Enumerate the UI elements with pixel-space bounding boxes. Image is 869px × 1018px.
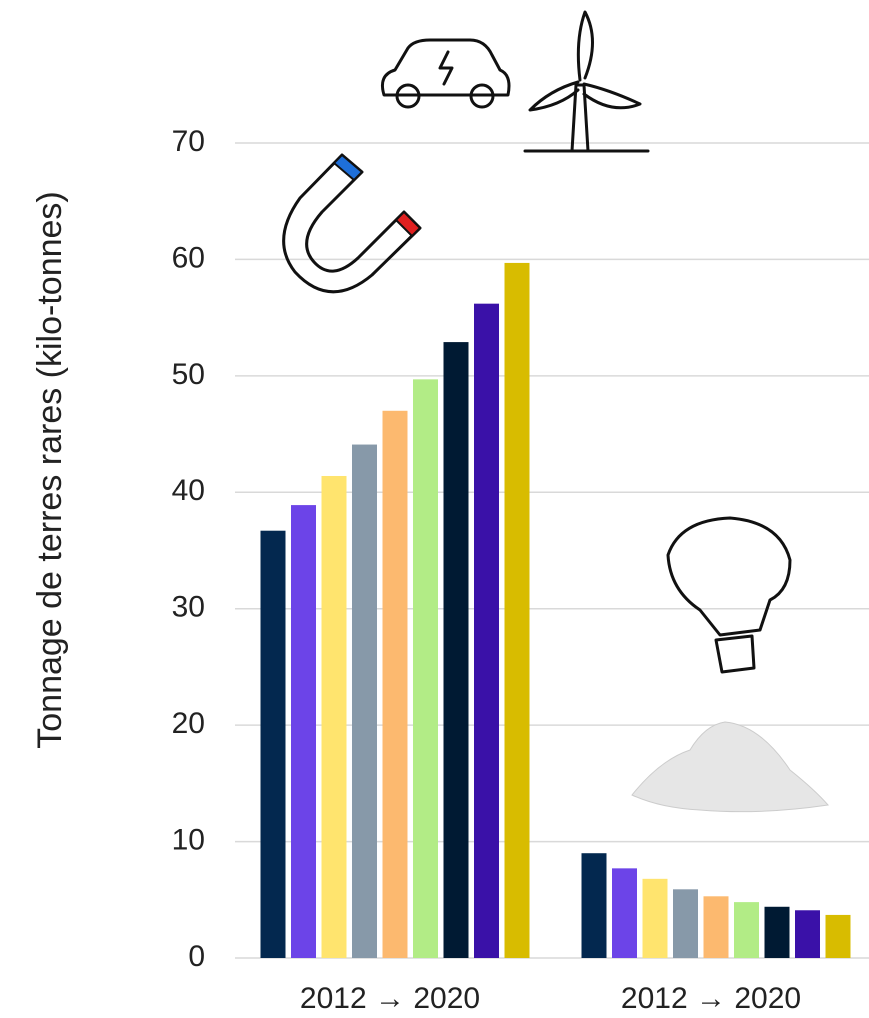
- magnet-pole: [394, 210, 422, 238]
- car-wheel: [395, 83, 421, 109]
- y-tick-label: 0: [188, 940, 205, 973]
- y-axis-label: Tonnage de terres rares (kilo-tonnes): [31, 191, 69, 749]
- y-tick-label: 10: [172, 823, 205, 856]
- y-tick-label: 70: [172, 125, 205, 158]
- icons: [282, 10, 829, 813]
- bar: [612, 868, 637, 958]
- y-tick-label: 30: [172, 591, 205, 624]
- x-tick-label: 2012 → 2020: [300, 982, 480, 1015]
- bar: [581, 853, 607, 958]
- y-tick-label: 60: [172, 241, 205, 274]
- bar: [642, 878, 668, 958]
- magnet-icon: [282, 153, 422, 294]
- bar: [291, 505, 316, 958]
- bar: [764, 906, 790, 958]
- car-wheel: [469, 83, 495, 109]
- bar: [321, 475, 347, 958]
- bolt-icon: [438, 50, 454, 86]
- bar: [703, 896, 729, 958]
- bar: [734, 902, 759, 958]
- y-tick-label: 50: [172, 358, 205, 391]
- x-tick-label: 2012 → 2020: [621, 982, 801, 1015]
- bar: [504, 262, 530, 959]
- bar: [825, 914, 851, 958]
- bar: [673, 889, 698, 958]
- car-icon: [380, 38, 511, 97]
- bar: [443, 342, 469, 958]
- y-tick-label: 20: [172, 707, 205, 740]
- magnet-pole: [332, 153, 364, 182]
- turbine-icon: [523, 10, 650, 153]
- y-tick-label: 40: [172, 474, 205, 507]
- powder-icon: [631, 721, 829, 813]
- bar: [260, 530, 286, 958]
- bar: [795, 910, 820, 958]
- bar: [382, 410, 408, 958]
- bar: [413, 379, 438, 959]
- bar: [352, 444, 377, 958]
- bar: [474, 303, 499, 959]
- bulb-icon: [666, 516, 792, 674]
